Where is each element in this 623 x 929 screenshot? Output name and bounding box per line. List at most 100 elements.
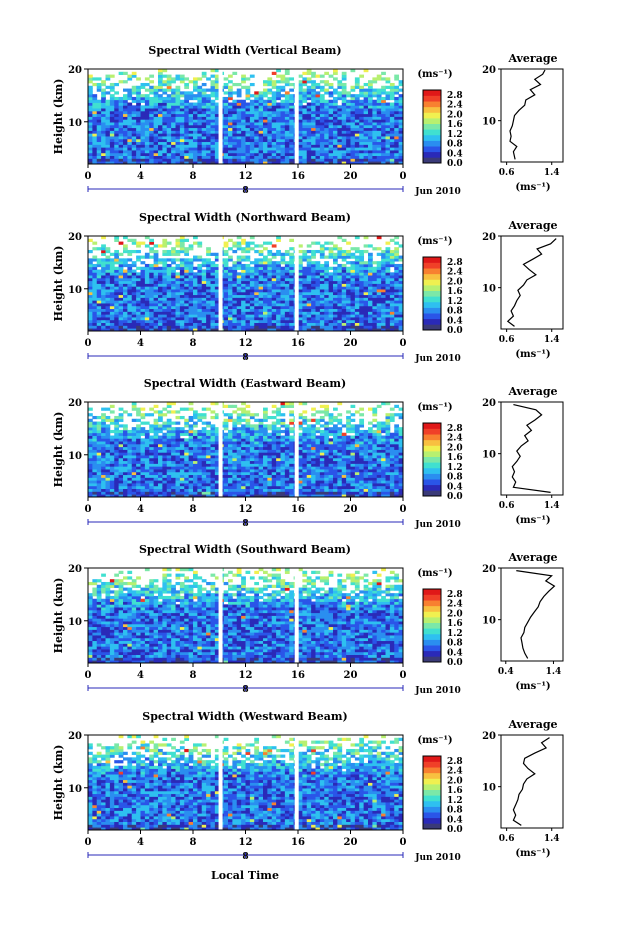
heatmap-cell (263, 133, 268, 137)
heatmap-cell (214, 322, 220, 326)
heatmap-cell (118, 124, 124, 129)
heatmap-cell (298, 317, 303, 321)
heatmap-cell (228, 314, 233, 318)
heatmap-cell (267, 294, 273, 298)
heatmap-cell (298, 277, 303, 282)
heatmap-cell (359, 249, 365, 254)
heatmap-cell (193, 432, 198, 436)
heatmap-cell (175, 477, 181, 481)
heatmap-cell (394, 88, 400, 92)
heatmap-cell (197, 255, 203, 259)
heatmap-cell (311, 122, 316, 126)
heatmap-cell (105, 108, 111, 112)
colorbar-swatch (423, 324, 441, 331)
heatmap-cell (381, 277, 386, 282)
heatmap-cell (96, 289, 102, 293)
heatmap-cell (236, 136, 242, 140)
heatmap-cell (368, 308, 373, 312)
heatmap-cell (311, 275, 316, 279)
heatmap-cell (346, 314, 351, 318)
heatmap-cell (241, 249, 246, 254)
colorbar-swatch (423, 273, 441, 280)
heatmap-cell (341, 108, 347, 112)
heatmap-cell (88, 427, 93, 431)
heatmap-cell (153, 272, 159, 276)
heatmap-cell (114, 294, 120, 298)
heatmap-cell (136, 102, 141, 106)
heatmap-cell (346, 147, 351, 151)
heatmap-cell (118, 308, 124, 312)
heatmap-cell (114, 328, 120, 332)
heatmap-cell (101, 105, 106, 109)
heatmap-cell (197, 471, 203, 476)
heatmap-cell (179, 446, 185, 450)
heatmap-cell (376, 96, 382, 101)
heatmap-cell (337, 247, 343, 251)
heatmap-cell (263, 122, 268, 126)
heatmap-cell (175, 272, 181, 276)
heatmap-cell (149, 474, 155, 478)
heatmap-cell (162, 263, 168, 268)
heatmap-cell (127, 449, 133, 453)
heatmap-cell (206, 105, 211, 109)
heatmap-cell (131, 308, 137, 312)
date-tick-label: 8 (242, 186, 248, 196)
average-x-tick-label: 1.4 (544, 335, 560, 345)
heatmap-cell (179, 494, 185, 498)
heatmap-cell (188, 314, 194, 318)
heatmap-cell (333, 158, 338, 162)
heatmap-cell (105, 457, 111, 462)
heatmap-cell (311, 322, 316, 326)
heatmap-cell (280, 289, 286, 293)
heatmap-cell (144, 82, 150, 87)
heatmap-cell (315, 297, 321, 301)
heatmap-cell (241, 272, 246, 276)
heatmap-cell (267, 91, 273, 95)
heatmap-cell (315, 305, 321, 310)
heatmap-cell (306, 272, 312, 276)
heatmap-cell (158, 466, 163, 470)
heatmap-cell (101, 236, 106, 240)
heatmap-cell (223, 147, 229, 151)
heatmap-cell (144, 161, 150, 165)
heatmap-cell (376, 311, 382, 315)
heatmap-cell (276, 261, 281, 265)
heatmap-cell (394, 252, 400, 256)
heatmap-cell (280, 297, 286, 301)
heatmap-cell (123, 88, 128, 92)
heatmap-cell (385, 138, 391, 143)
heatmap-cell (381, 130, 386, 134)
heatmap-cell (184, 322, 190, 326)
heatmap-cell (105, 85, 111, 89)
heatmap-cell (245, 317, 251, 321)
heatmap-cell (171, 308, 176, 312)
heatmap-cell (319, 102, 325, 106)
heatmap-cell (289, 289, 295, 293)
heatmap-cell (302, 266, 308, 270)
heatmap-cell (228, 328, 233, 332)
heatmap-cell (153, 113, 159, 117)
heatmap-cell (359, 138, 365, 143)
heatmap-cell (127, 325, 133, 329)
heatmap-cell (337, 158, 343, 162)
heatmap-cell (127, 161, 133, 165)
heatmap-cell (241, 110, 246, 115)
heatmap-cell (101, 441, 106, 445)
heatmap-cell (201, 269, 207, 273)
heatmap-cell (105, 275, 111, 279)
heatmap-cell (88, 297, 93, 301)
heatmap-cell (206, 308, 211, 312)
colorbar-tick-label: 1.6 (447, 120, 463, 130)
heatmap-cell (153, 283, 159, 287)
heatmap-cell (175, 127, 181, 131)
heatmap-cell (385, 144, 391, 148)
heatmap-cell (311, 80, 316, 84)
heatmap-cell (166, 418, 172, 422)
heatmap-cell (179, 485, 185, 490)
heatmap-cell (109, 317, 115, 321)
heatmap-cell (254, 300, 260, 304)
heatmap-cell (394, 122, 400, 126)
heatmap-cell (92, 263, 98, 268)
heatmap-cell (241, 266, 246, 270)
heatmap-cell (144, 319, 150, 324)
